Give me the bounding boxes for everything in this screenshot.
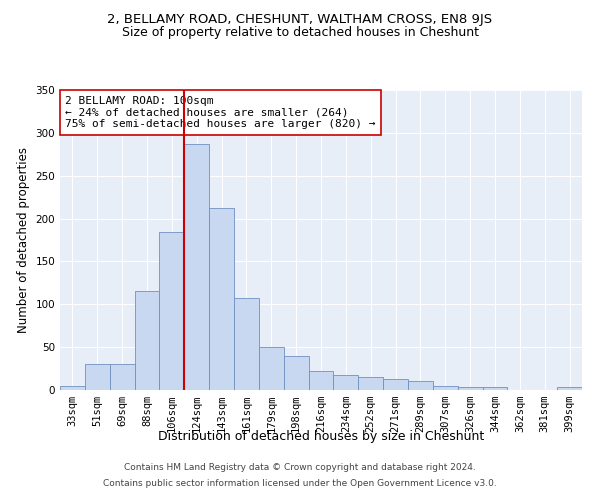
Text: Size of property relative to detached houses in Cheshunt: Size of property relative to detached ho… xyxy=(121,26,479,39)
Y-axis label: Number of detached properties: Number of detached properties xyxy=(17,147,30,333)
Text: Distribution of detached houses by size in Cheshunt: Distribution of detached houses by size … xyxy=(158,430,484,443)
Text: 2 BELLAMY ROAD: 100sqm
← 24% of detached houses are smaller (264)
75% of semi-de: 2 BELLAMY ROAD: 100sqm ← 24% of detached… xyxy=(65,96,376,129)
Text: Contains public sector information licensed under the Open Government Licence v3: Contains public sector information licen… xyxy=(103,478,497,488)
Bar xyxy=(160,232,184,390)
Bar xyxy=(284,356,308,390)
Bar xyxy=(383,379,408,390)
Bar xyxy=(85,364,110,390)
Bar xyxy=(557,388,582,390)
Bar xyxy=(209,208,234,390)
Bar xyxy=(234,298,259,390)
Bar xyxy=(458,388,482,390)
Bar xyxy=(334,374,358,390)
Bar xyxy=(358,377,383,390)
Bar xyxy=(308,371,334,390)
Bar xyxy=(184,144,209,390)
Bar xyxy=(134,292,160,390)
Bar xyxy=(482,388,508,390)
Bar xyxy=(408,382,433,390)
Bar xyxy=(433,386,458,390)
Bar xyxy=(110,364,134,390)
Bar xyxy=(60,386,85,390)
Text: Contains HM Land Registry data © Crown copyright and database right 2024.: Contains HM Land Registry data © Crown c… xyxy=(124,464,476,472)
Bar xyxy=(259,347,284,390)
Text: 2, BELLAMY ROAD, CHESHUNT, WALTHAM CROSS, EN8 9JS: 2, BELLAMY ROAD, CHESHUNT, WALTHAM CROSS… xyxy=(107,12,493,26)
